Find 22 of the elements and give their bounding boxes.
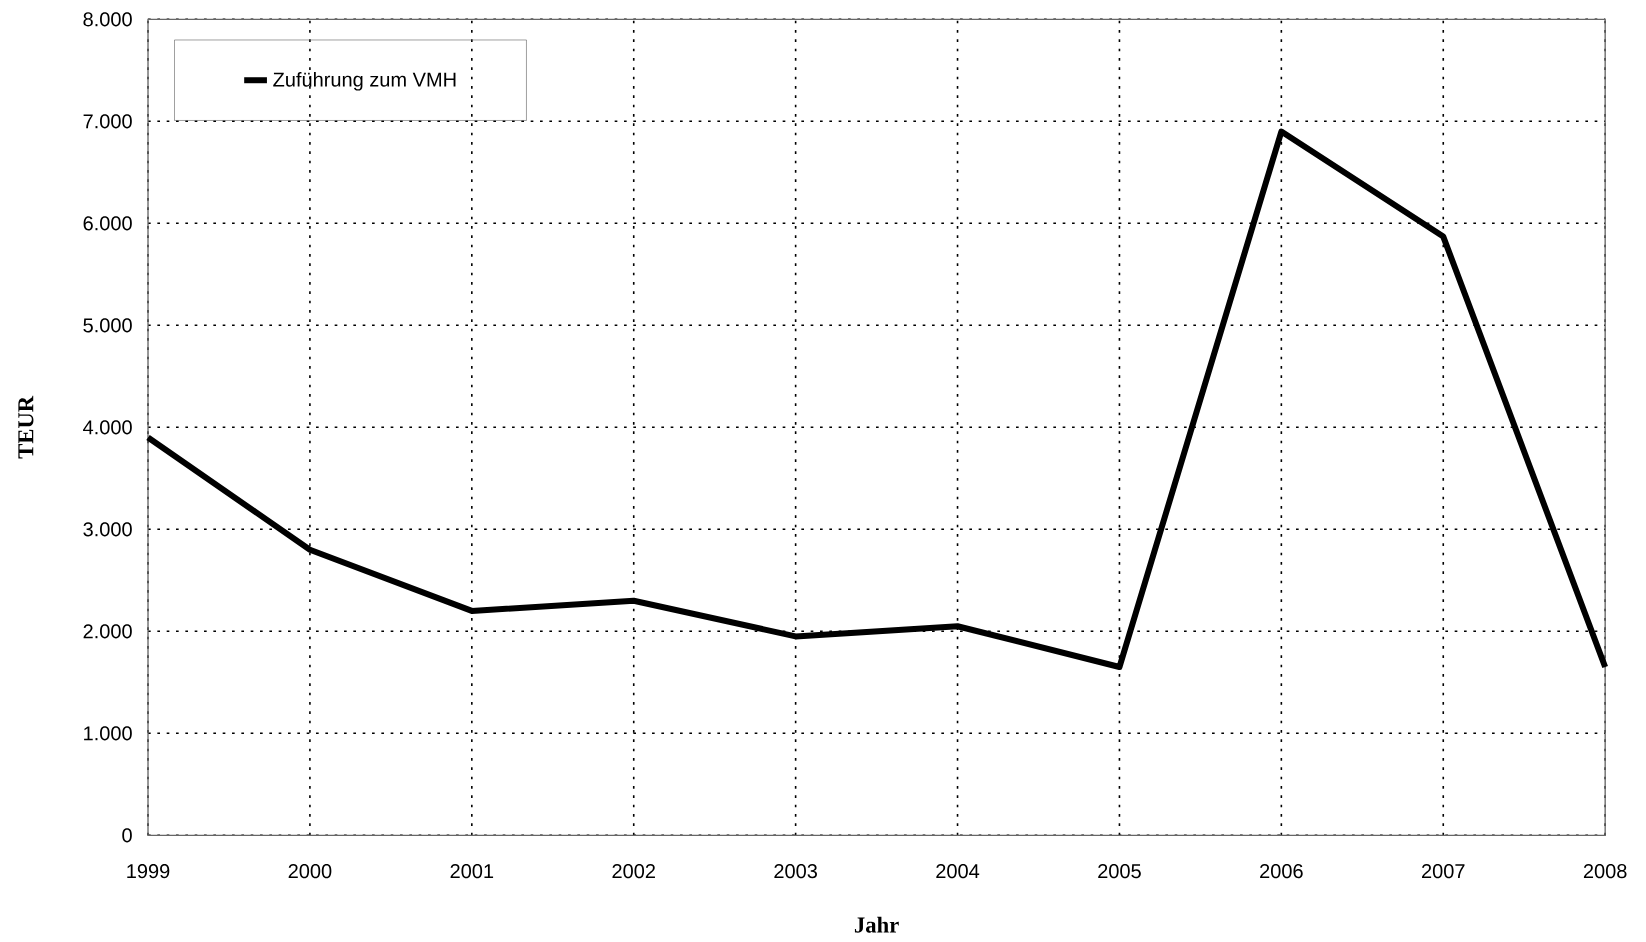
x-tick-label: 2004 [936, 864, 980, 879]
y-tick-label: 7.000 [83, 114, 132, 129]
x-tick-label: 2007 [1422, 864, 1465, 879]
y-tick-label: 2.000 [83, 624, 132, 639]
legend-label: Zuführung zum VMH [273, 71, 456, 91]
x-tick-label: 2000 [288, 864, 332, 879]
y-tick-label: 5.000 [83, 318, 132, 333]
x-axis-title: Jahr [854, 916, 899, 933]
y-tick-label: 6.000 [83, 216, 132, 231]
x-tick-label: 2003 [774, 864, 817, 879]
y-tick-label: 3.000 [83, 522, 132, 537]
y-tick-label: 0 [122, 828, 132, 843]
x-tick-label: 2001 [450, 864, 494, 879]
y-tick-label: 8.000 [83, 12, 132, 27]
y-tick-label: 1.000 [84, 726, 132, 741]
x-tick-label: 1999 [127, 864, 170, 879]
x-tick-label: 2002 [612, 864, 655, 879]
x-tick-label: 2008 [1583, 864, 1627, 879]
x-tick-label: 2005 [1098, 864, 1141, 879]
y-tick-label: 4.000 [83, 420, 132, 435]
x-tick-label: 2006 [1260, 864, 1303, 879]
y-axis-title: TEUR [18, 395, 34, 459]
